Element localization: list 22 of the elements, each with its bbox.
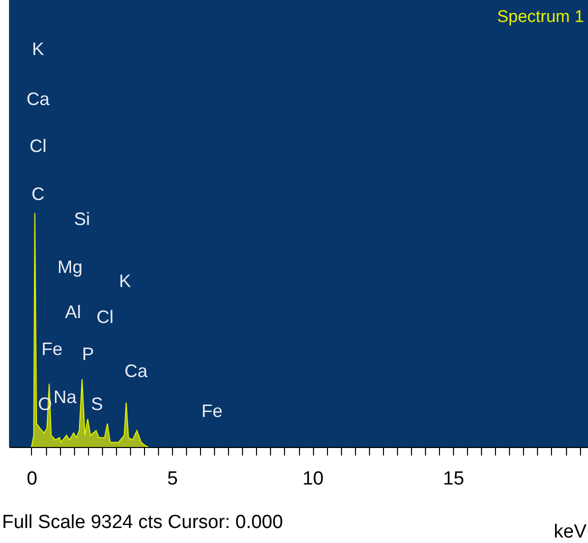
text: Cl [30,136,46,156]
annotation: K [118,271,132,291]
annotation: Al [64,302,82,322]
text: Ca [26,89,50,109]
x-tick-label: 15 [443,468,464,490]
text: K [32,39,44,59]
annotation: P [82,344,94,364]
text: Full Scale 9324 cts Cursor: 0.000 [2,512,283,534]
x-tick-label: 5 [167,468,178,490]
annotation: Na [53,387,78,407]
text: C [32,184,44,204]
x-axis-title: keV [554,522,587,542]
chart-title: Spectrum 1 [497,7,584,26]
x-tick-label: 10 [302,468,324,490]
annotation: Si [74,209,90,229]
annotation: S [90,394,104,414]
x-tick-label: 0 [26,468,38,490]
annotation: Fe [41,339,63,359]
annotation: Fe [201,401,223,421]
annotation: Cl [96,307,114,327]
annotation: Mg [57,257,83,277]
annotation: Ca [124,361,148,381]
